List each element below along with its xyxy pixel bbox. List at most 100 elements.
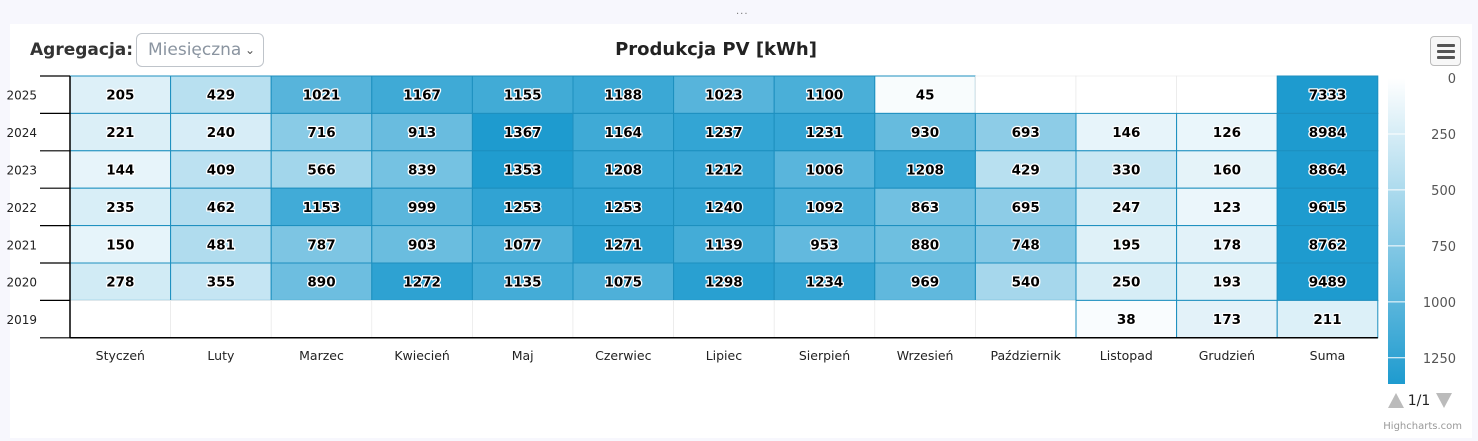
heatmap-cell[interactable] [673,150,775,189]
cell-value-label: 1208 [605,163,643,179]
cell-value-label: 1077 [504,237,542,253]
heatmap-cell[interactable] [1276,150,1379,189]
cell-value-label: 250 [1112,275,1140,291]
heatmap-cell[interactable] [874,150,976,189]
cell-value-label: 716 [307,125,335,141]
heatmap-cell[interactable] [69,187,172,227]
heatmap-cell[interactable] [371,225,473,264]
cell-value-label: 9489 [1309,275,1347,291]
heatmap-cell[interactable] [1276,299,1379,339]
heatmap-cell[interactable] [1075,75,1177,114]
heatmap-cell[interactable] [1276,262,1379,301]
heatmap-cell[interactable] [170,150,272,189]
heatmap-cell[interactable] [270,300,373,339]
heatmap-cell[interactable] [1176,262,1278,301]
year-tick-label: 2022 [6,201,37,215]
month-tick-label: Luty [207,348,235,363]
heatmap-cell[interactable] [773,262,876,301]
cell-value-label: 8984 [1309,125,1347,141]
heatmap-cell[interactable] [572,112,675,152]
heatmap-cell[interactable] [773,150,876,189]
credits-link[interactable]: Highcharts.com [1383,421,1462,432]
heatmap-cell[interactable] [1075,112,1178,152]
chart-menu-button[interactable] [1430,36,1461,66]
heatmap-cell[interactable] [371,150,473,189]
heatmap-cell[interactable] [874,300,976,339]
cell-value-label: 880 [911,237,939,253]
heatmap-cell[interactable] [170,225,272,264]
heatmap-cell[interactable] [371,300,473,339]
heatmap-cell[interactable] [170,187,272,227]
heatmap-cell[interactable] [471,112,574,152]
heatmap-cell[interactable] [572,187,675,227]
chart-title: Produkcja PV [kWh] [615,39,817,60]
aggregation-value: Miesięczna [148,40,242,60]
heatmap-cell[interactable] [371,112,473,152]
heatmap-cell[interactable] [874,262,976,301]
heatmap-cell[interactable] [170,112,272,152]
heatmap-cell[interactable] [170,300,272,339]
heatmap-cell[interactable] [1176,299,1278,339]
year-axis: 2025 2024 2023 2022 2021 2020 2019 [6,75,1378,339]
heatmap-cell[interactable] [1075,187,1178,227]
legend-tick-label: 250 [1431,128,1456,143]
heatmap-cell[interactable] [974,262,1077,301]
heatmap-cell[interactable] [974,150,1077,189]
heatmap-cell[interactable] [1276,187,1379,227]
heatmap-cell[interactable] [673,300,775,339]
heatmap-cell[interactable] [874,75,976,114]
month-tick-label: Wrzesień [897,348,954,363]
heatmap-cell[interactable] [773,187,876,227]
heatmap-cell[interactable] [1276,75,1379,114]
heatmap-cell[interactable] [572,300,674,339]
hamburger-icon [1437,44,1455,47]
heatmap-cell[interactable] [170,262,272,301]
heatmap-cell[interactable] [673,187,775,227]
cell-value-label: 160 [1213,163,1241,179]
cell-value-label: 429 [207,88,235,104]
cell-value-label: 1353 [504,163,542,179]
heatmap-cell[interactable] [1276,225,1379,264]
legend-page-up-icon[interactable] [1388,393,1404,408]
legend-page-down-icon[interactable] [1436,393,1452,408]
cell-value-label: 1092 [806,200,844,216]
heatmap-cell[interactable] [69,300,171,339]
heatmap-cell[interactable] [472,300,574,339]
cell-value-label: 221 [106,125,134,141]
month-tick-label: Marzec [299,348,344,363]
heatmap-cell[interactable] [1276,112,1379,152]
heatmap-cell[interactable] [471,75,574,114]
heatmap-cell[interactable] [673,262,775,301]
heatmap-cell[interactable] [371,75,473,114]
heatmap-cell[interactable] [673,112,775,152]
heatmap-cell[interactable] [471,187,574,227]
cell-value-label: 1167 [403,88,441,104]
heatmap-cell[interactable] [270,112,373,152]
year-tick-label: 2021 [6,238,37,252]
month-tick-label: Listopad [1100,348,1153,363]
drag-handle[interactable]: ... [736,6,749,17]
heatmap-cell[interactable] [874,187,976,227]
heatmap-cell[interactable] [1075,225,1178,264]
heatmap-cell[interactable] [773,225,876,264]
heatmap-cell[interactable] [270,225,373,264]
legend-tick-label: 1000 [1423,296,1456,311]
heatmap-cell[interactable] [974,187,1077,227]
heatmap-cell[interactable] [975,75,1077,114]
year-tick-label: 2019 [6,313,37,327]
heatmap-cell[interactable] [1075,262,1178,301]
heatmap-cell[interactable] [773,112,876,152]
heatmap-cell[interactable] [673,225,775,264]
cell-value-label: 1164 [605,125,643,141]
heatmap-cell[interactable] [1176,75,1278,114]
heatmap-cell[interactable] [572,75,675,114]
cell-value-label: 890 [307,275,335,291]
cell-value-label: 205 [106,88,134,104]
aggregation-select[interactable]: Miesięczna ⌄ [136,33,264,67]
heatmap-cell[interactable] [773,300,876,339]
cell-value-label: 695 [1012,200,1040,216]
heatmap-cell[interactable] [572,225,675,264]
month-tick-label: Sierpień [799,348,850,363]
heatmap-cell[interactable] [975,300,1077,339]
month-tick-label: Styczeń [96,348,145,363]
